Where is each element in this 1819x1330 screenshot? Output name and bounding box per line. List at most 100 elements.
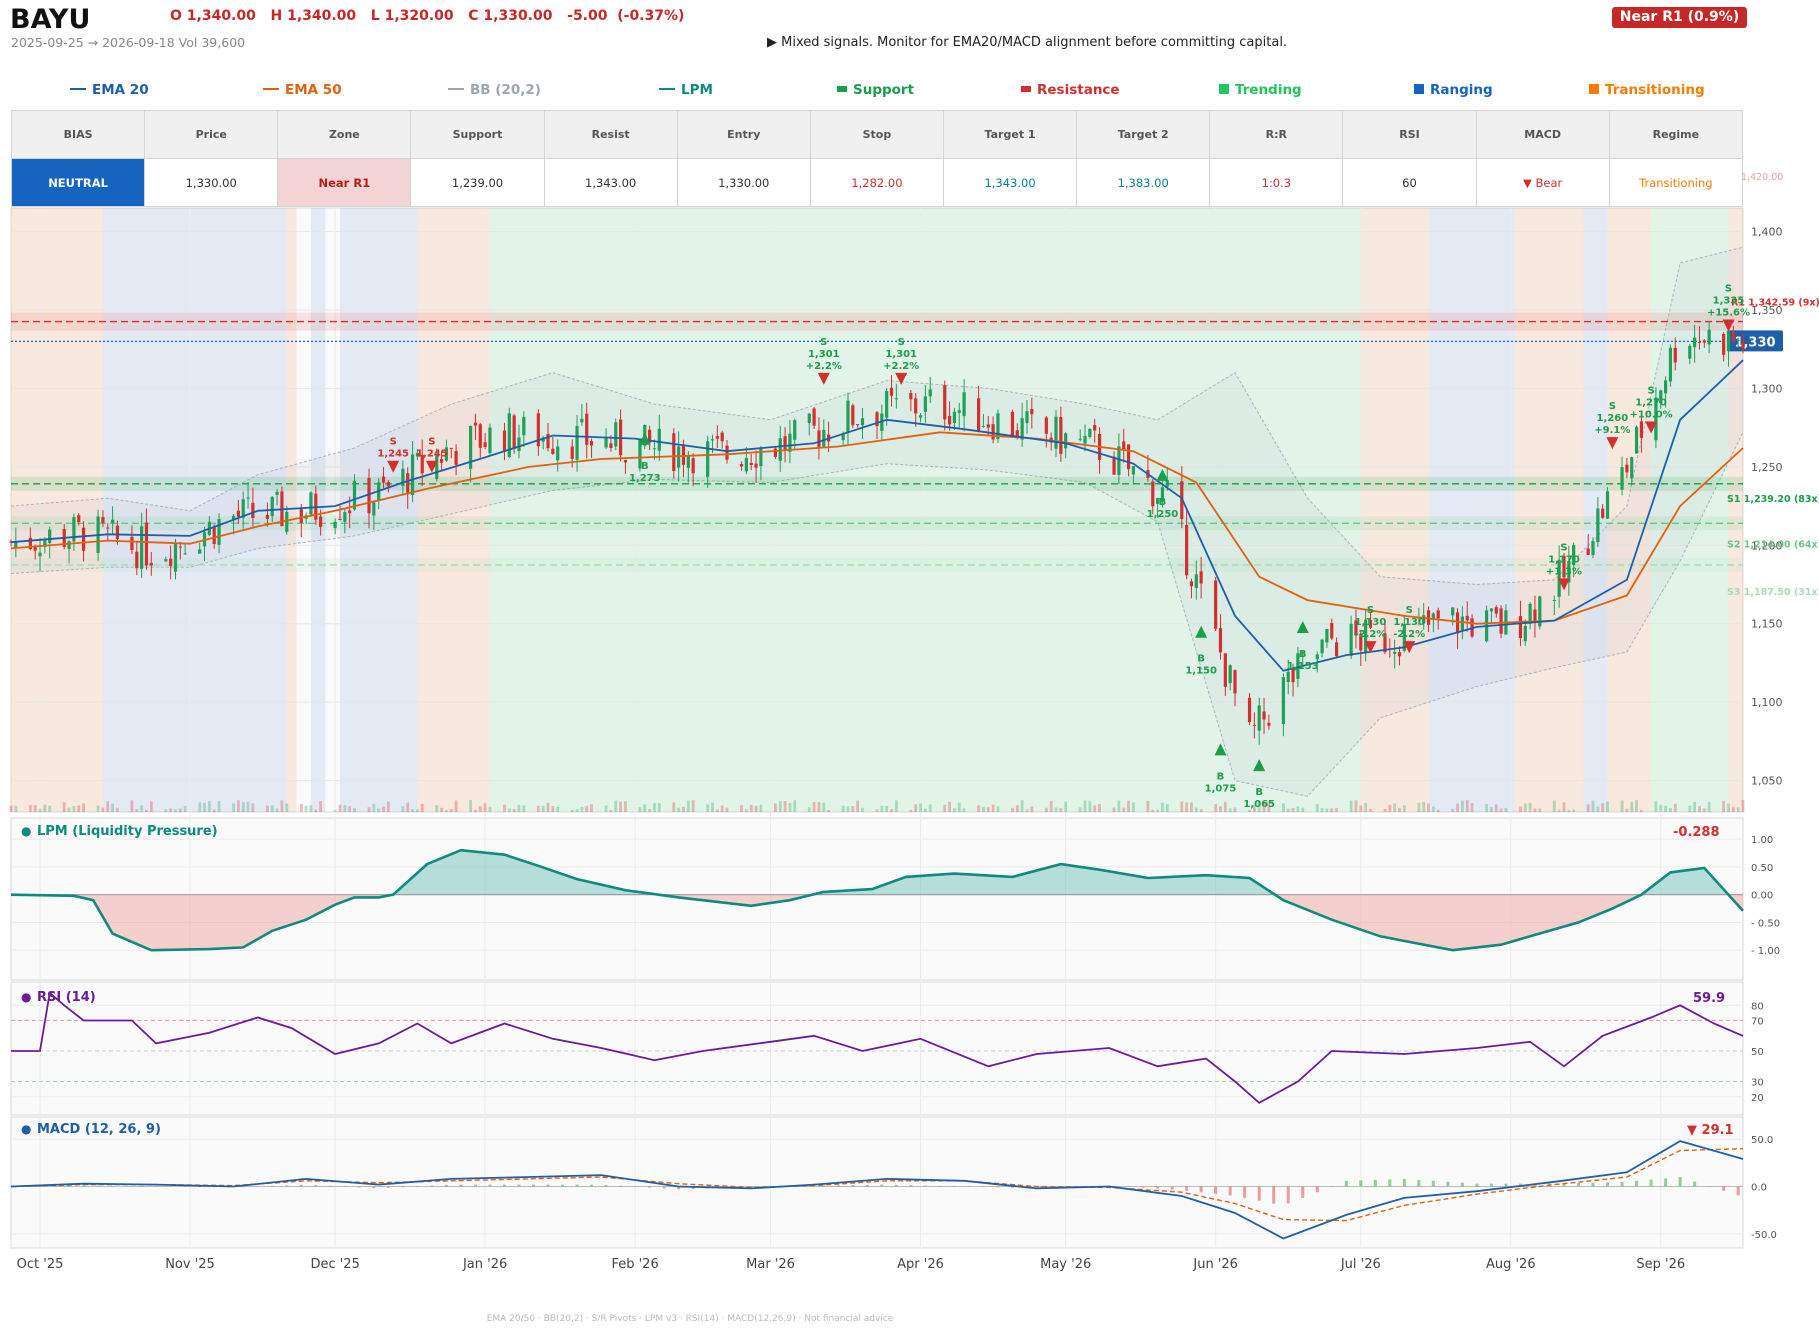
candle-body: [773, 448, 778, 457]
price-y-tick-label: 1,150: [1751, 618, 1783, 631]
candle-body: [352, 480, 357, 510]
macd-line: [10, 1140, 1744, 1240]
candle-body: [1436, 610, 1440, 619]
macd-value: ▼ 29.1: [1687, 1123, 1734, 1138]
macd-histogram-bar: [169, 1186, 173, 1187]
x-tick-label: Dec '25: [310, 1257, 359, 1272]
volume-bar: [943, 804, 947, 812]
candle-body: [198, 549, 202, 554]
candle-body: [67, 541, 71, 549]
candle-body: [1557, 559, 1561, 597]
candle-body: [1538, 596, 1542, 627]
volume-bar: [948, 801, 951, 812]
volume-bar: [657, 802, 661, 812]
signal-message: ▶ Mixed signals. Monitor for EMA20/MACD …: [767, 35, 1288, 50]
volume-bar: [1059, 808, 1063, 812]
volume-bar: [280, 800, 284, 812]
macd-histogram-bar: [314, 1185, 318, 1187]
volume-bar: [672, 802, 676, 812]
value-price: 1,330.00: [144, 158, 279, 207]
candle-body: [1572, 545, 1576, 566]
volume-bar: [1088, 800, 1092, 812]
candle-body: [236, 510, 240, 517]
candle-body: [1620, 467, 1624, 490]
candle-body: [1639, 421, 1644, 438]
candle-body: [502, 430, 507, 452]
candle-body: [483, 442, 487, 447]
candle-body: [1422, 615, 1426, 624]
signal-label: S: [428, 437, 435, 448]
candle-body: [1131, 466, 1136, 475]
volume-bar: [149, 801, 153, 812]
candle-body: [38, 552, 42, 557]
volume-bar: [875, 809, 879, 812]
regime-band-ranging: [339, 208, 418, 812]
candle-body: [1393, 651, 1397, 654]
candle-body: [681, 444, 686, 465]
volume-bar: [1630, 802, 1634, 812]
volume-bar: [1320, 808, 1324, 812]
macd-histogram-bar: [488, 1184, 492, 1187]
signal-label: S: [1560, 542, 1567, 553]
volume-bar: [1707, 801, 1711, 812]
candle-body: [1722, 333, 1726, 355]
macd-histogram-bar: [1460, 1182, 1464, 1187]
volume-bar: [740, 805, 743, 812]
legend-bb-swatch: [448, 87, 464, 90]
macd-histogram-bar: [140, 1186, 144, 1187]
volume-bar: [1199, 809, 1203, 812]
volume-bar: [619, 801, 622, 812]
buy-signal-marker: [638, 432, 651, 445]
macd-histogram-bar: [561, 1184, 565, 1187]
value-macd: ▼ Bear: [1475, 158, 1610, 207]
volume-bar: [1727, 803, 1730, 812]
candle-body: [812, 408, 816, 426]
volume-bar: [638, 807, 642, 812]
volume-bar: [503, 804, 506, 812]
volume-bar: [551, 806, 555, 812]
sell-signal-marker: [1557, 578, 1570, 591]
candle-body: [183, 553, 187, 555]
volume-bar: [585, 805, 589, 812]
volume-bar: [1146, 800, 1150, 812]
volume-bar: [353, 807, 356, 812]
candle-body: [469, 425, 473, 469]
rsi-y-tick-label: 70: [1751, 1017, 1764, 1028]
volume-bar: [348, 806, 352, 812]
legend-ema50-swatch: [263, 87, 279, 90]
volume-bar: [1165, 804, 1169, 812]
candle-body: [1199, 571, 1203, 584]
macd-histogram-bar: [1359, 1180, 1363, 1187]
volume-bar: [449, 809, 453, 812]
macd-histogram-bar: [343, 1186, 347, 1187]
signal-label: 1,170: [1548, 554, 1580, 565]
macd-histogram-bar: [67, 1185, 71, 1187]
volume-bar: [266, 805, 269, 812]
volume-bar: [1519, 806, 1522, 812]
candle-body: [1315, 654, 1319, 660]
volume-bar: [1233, 807, 1237, 812]
header-support: Support: [410, 110, 545, 159]
candle-body: [1020, 418, 1024, 440]
candle-body: [386, 481, 390, 487]
candle-body: [575, 426, 579, 460]
regime-band-ranging: [1428, 208, 1516, 812]
lpm-y-tick-label: 1.00: [1751, 835, 1773, 846]
candle-body: [1165, 480, 1169, 487]
volume-bar: [178, 808, 182, 812]
candle-body: [478, 424, 482, 448]
volume-bar: [1427, 803, 1430, 812]
volume-bar: [343, 805, 347, 812]
volume-bar: [778, 801, 782, 812]
sell-signal-marker: [1364, 641, 1377, 654]
volume-bar: [677, 807, 681, 812]
macd-y-tick-label: 0.0: [1751, 1183, 1767, 1194]
regime-band-transitioning: [417, 208, 490, 812]
candle-body: [115, 525, 120, 540]
volume-bar: [715, 809, 719, 812]
volume-bar: [1369, 808, 1372, 812]
candle-body: [1489, 608, 1494, 612]
volume-bar: [793, 800, 797, 812]
candle-body: [1402, 623, 1406, 651]
x-tick-label: Sep '26: [1636, 1257, 1685, 1272]
